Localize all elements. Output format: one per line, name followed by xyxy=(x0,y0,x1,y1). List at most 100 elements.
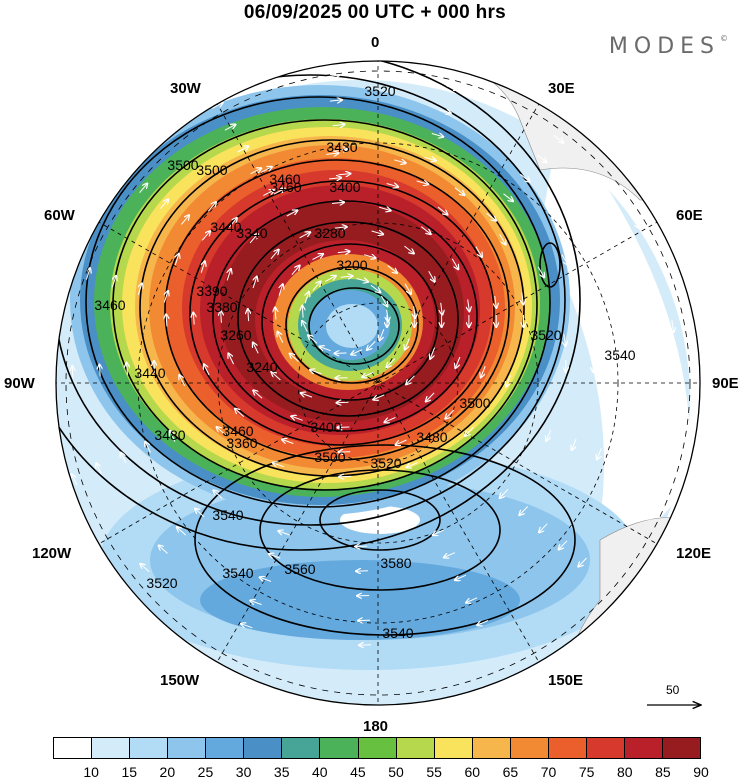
wind-vector xyxy=(170,431,176,442)
wind-vector xyxy=(177,527,187,536)
contour-label: 3480 xyxy=(416,429,447,445)
wind-vector xyxy=(404,245,414,253)
wind-vector xyxy=(241,624,253,629)
wind-vector xyxy=(250,168,262,175)
map-border xyxy=(55,60,701,706)
wind-vector xyxy=(430,347,436,359)
contour-label: 3460 xyxy=(222,423,253,439)
wind-vector xyxy=(648,466,653,478)
contour-label: 3280 xyxy=(314,225,345,241)
wind-vector xyxy=(334,227,347,228)
wind-vector xyxy=(275,307,276,320)
colorbar-swatch xyxy=(282,738,321,758)
wind-vector xyxy=(441,302,443,315)
wind-vector xyxy=(396,439,407,445)
wind-vector xyxy=(286,210,298,217)
lon-label-30e: 30E xyxy=(548,80,575,97)
wind-vector xyxy=(332,124,345,125)
colorbar-tick-label: 10 xyxy=(83,764,99,780)
lon-label-180: 180 xyxy=(363,718,389,735)
contour-label: 3580 xyxy=(380,555,411,571)
contour-label: 3380 xyxy=(206,299,237,315)
wind-vector xyxy=(201,231,210,241)
wind-vector xyxy=(466,597,478,603)
wind-vector xyxy=(468,299,470,311)
colorbar-swatch xyxy=(130,738,169,758)
wind-vector xyxy=(499,233,506,244)
wind-vector xyxy=(248,309,249,322)
colorbar-tick-label: 35 xyxy=(273,764,290,780)
wind-vector xyxy=(217,427,226,436)
contour-label: 3460 xyxy=(270,179,301,195)
wind-vector xyxy=(221,311,222,323)
colorbar-tick-label: 25 xyxy=(197,764,214,780)
wind-vector xyxy=(211,103,223,109)
wind-vector xyxy=(338,174,351,175)
wind-vector xyxy=(193,313,194,325)
wind-vector xyxy=(370,284,380,292)
wind-vector xyxy=(299,232,311,239)
colorbar-tick-label: 80 xyxy=(616,764,633,780)
wind-vector xyxy=(45,368,46,380)
wind-vector xyxy=(572,438,577,450)
lon-label-150e: 150E xyxy=(548,672,584,689)
colorbar-tick-label: 20 xyxy=(159,764,176,780)
wind-shading xyxy=(56,61,700,705)
wind-vector xyxy=(416,181,429,184)
wind-vector xyxy=(591,330,593,343)
wind-vector xyxy=(387,358,396,368)
brand-logo: MODES© xyxy=(609,34,728,59)
wind-vector xyxy=(253,343,259,354)
wind-vector xyxy=(405,338,410,350)
wind-vector xyxy=(164,291,168,303)
wind-vector xyxy=(384,416,396,422)
colorbar-swatch xyxy=(472,738,511,758)
lon-label-60e: 60E xyxy=(676,207,703,224)
lon-label-30w: 30W xyxy=(170,80,201,97)
colorbar-swatch xyxy=(358,738,397,758)
wind-vector xyxy=(291,266,300,276)
wind-vector xyxy=(539,523,548,533)
wind-vector xyxy=(585,241,592,252)
contour-label: 3520 xyxy=(364,83,395,99)
contour-label: 3390 xyxy=(196,283,227,299)
wind-vector xyxy=(439,110,451,113)
colorbar-swatch xyxy=(663,738,701,758)
wind-vector xyxy=(561,254,568,265)
wind-vector xyxy=(356,279,369,282)
wind-vector xyxy=(426,392,435,402)
wind-vector xyxy=(249,234,258,244)
vector-scale-label: 50 xyxy=(666,683,680,697)
contour-label: 3540 xyxy=(222,565,253,581)
wind-vector xyxy=(325,276,336,282)
wind-vector xyxy=(420,226,430,234)
colorbar-tick-label: 65 xyxy=(502,764,519,780)
lon-label-90w: 90W xyxy=(4,375,35,392)
wind-vector xyxy=(253,390,263,399)
wind-vector xyxy=(371,231,384,234)
wind-vector xyxy=(96,463,102,475)
wind-vector xyxy=(140,564,150,573)
wind-vector xyxy=(564,334,566,346)
wind-vector xyxy=(486,212,497,220)
colorbar-swatch xyxy=(510,738,549,758)
wind-vector xyxy=(394,160,406,163)
contour-label: 3440 xyxy=(210,219,241,235)
wind-vector xyxy=(358,620,371,621)
wind-vector xyxy=(444,552,455,558)
wind-vector xyxy=(282,439,294,444)
wind-vector xyxy=(279,284,283,296)
wind-vector xyxy=(327,75,339,76)
wind-vector xyxy=(506,375,511,387)
colorbar-tick-label: 60 xyxy=(464,764,481,780)
colorbar-swatch xyxy=(54,738,93,758)
wind-vector xyxy=(291,416,303,421)
wind-vector xyxy=(455,574,467,580)
lon-label-90e: 90E xyxy=(712,375,739,392)
wind-vector xyxy=(204,364,210,376)
contour-label: 3500 xyxy=(314,449,345,465)
lon-label-150w: 150W xyxy=(160,672,200,689)
wind-vector xyxy=(201,261,205,273)
wind-vector xyxy=(340,276,353,277)
